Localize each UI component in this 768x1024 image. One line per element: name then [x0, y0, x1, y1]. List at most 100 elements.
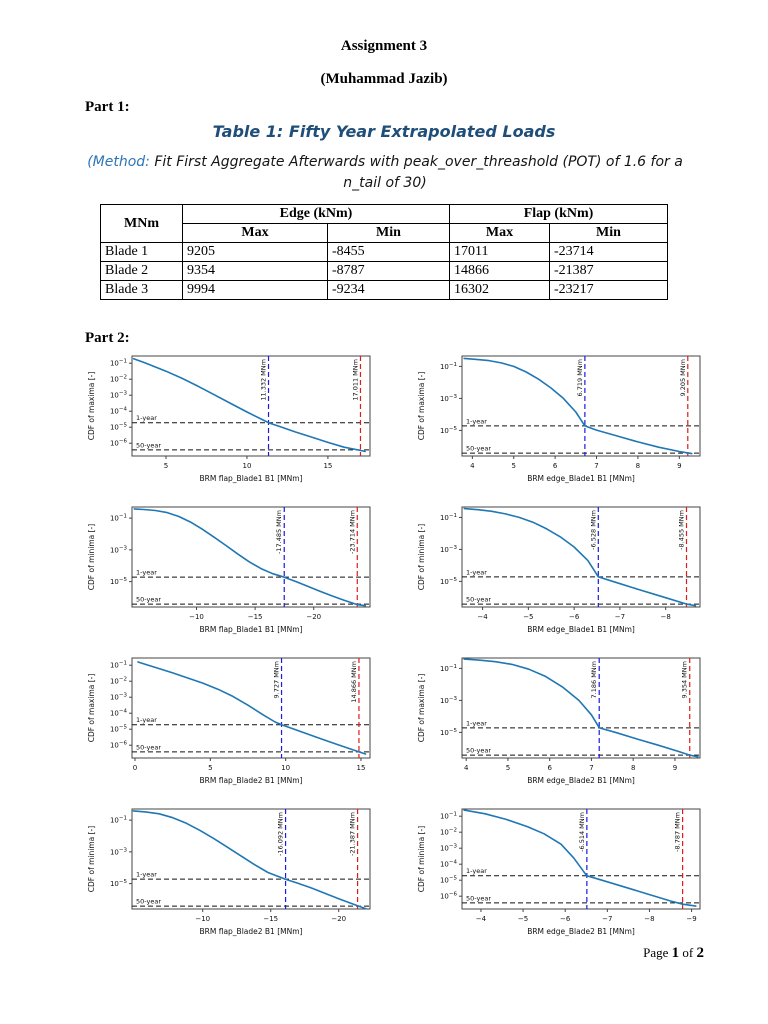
chart-flap-blade1-minima: 10−1 10−3 10−5 −10 −15 −20 BRM flap_Blade1 B1 …	[82, 499, 382, 641]
page-footer: Page 1 of 2	[639, 944, 708, 963]
table-header-row-groups: MNm Edge (kNm) Flap (kNm)	[100, 204, 668, 243]
svg-text:10−5: 10−5	[440, 577, 458, 586]
svg-text:10−5: 10−5	[440, 728, 458, 737]
svg-text:10−6: 10−6	[110, 439, 128, 448]
svg-text:10−4: 10−4	[110, 709, 128, 718]
svg-text:BRM flap_Blade2 B1 [MNm]: BRM flap_Blade2 B1 [MNm]	[200, 927, 303, 936]
chart-flap-blade2-minima: 10−1 10−3 10−5 −10 −15 −20 BRM flap_Blade2 B1 …	[82, 801, 382, 943]
svg-text:10−3: 10−3	[440, 844, 458, 853]
svg-text:BRM edge_Blade2 B1 [MNm]: BRM edge_Blade2 B1 [MNm]	[527, 776, 635, 785]
svg-text:10−5: 10−5	[440, 876, 458, 885]
table-header-row-subs: Max Min Max Min	[101, 223, 668, 243]
svg-text:10−3: 10−3	[110, 693, 128, 702]
svg-text:1-year: 1-year	[466, 417, 487, 425]
svg-text:5: 5	[506, 764, 510, 772]
svg-text:−7: −7	[602, 915, 612, 923]
svg-text:1-year: 1-year	[466, 568, 487, 576]
svg-text:10−2: 10−2	[110, 677, 127, 686]
part1-heading: Part 1:	[85, 99, 130, 115]
svg-text:10−5: 10−5	[110, 423, 128, 432]
method-note: (Method: Fit First Aggregate Afterwards …	[74, 152, 696, 194]
svg-text:1-year: 1-year	[136, 871, 157, 879]
svg-text:−20: −20	[331, 915, 346, 923]
svg-text:50-year: 50-year	[136, 441, 161, 449]
svg-text:10−3: 10−3	[440, 394, 458, 403]
table-row-blade2: Blade 2 9354 -8787 14866 -21387	[100, 261, 668, 281]
svg-text:1-year: 1-year	[136, 716, 157, 724]
svg-text:−8: −8	[661, 613, 671, 621]
chart-edge-blade1-minima: 10−1 10−3 10−5 −4 −5 −6 −7 −8 BRM edge_Blade1 B1…	[412, 499, 712, 641]
flap-min-value: -21387	[549, 261, 668, 281]
svg-text:10−3: 10−3	[440, 545, 458, 554]
svg-text:10−2: 10−2	[110, 375, 127, 384]
edge-max-header: Max	[182, 223, 328, 243]
doc-title: Assignment 3	[340, 38, 428, 54]
svg-text:-8.455 MNm: -8.455 MNm	[677, 510, 685, 550]
svg-text:10−6: 10−6	[110, 741, 128, 750]
svg-text:−15: −15	[248, 613, 263, 621]
svg-text:10−5: 10−5	[440, 426, 458, 435]
edge-min-value: -8787	[327, 261, 450, 281]
chart-flap-blade2-maxima: 10−1 10−2 10−3 10−4 10−5 10−6 0 5 10 15 BRM flap_B…	[82, 650, 382, 792]
svg-text:-8.787 MNm: -8.787 MNm	[674, 812, 682, 852]
svg-text:7.186 MNm: 7.186 MNm	[590, 661, 598, 698]
svg-text:9.205 MNm: 9.205 MNm	[679, 359, 687, 396]
svg-text:CDF of minima [-]: CDF of minima [-]	[417, 524, 426, 590]
edge-min-header: Min	[327, 223, 450, 243]
svg-text:10−1: 10−1	[440, 664, 457, 673]
svg-text:10−1: 10−1	[440, 812, 457, 821]
svg-text:10−1: 10−1	[440, 362, 457, 371]
svg-text:BRM edge_Blade1 B1 [MNm]: BRM edge_Blade1 B1 [MNm]	[527, 474, 635, 483]
svg-text:9.354 MNm: 9.354 MNm	[681, 661, 689, 698]
svg-text:−7: −7	[615, 613, 625, 621]
chart-edge-blade2-maxima: 10−1 10−3 10−5 4 5 6 7 8 9 BRM edge_Blade2 B1 [MN…	[412, 650, 712, 792]
svg-text:CDF of maxima [-]: CDF of maxima [-]	[417, 372, 426, 441]
svg-text:CDF of minima [-]: CDF of minima [-]	[87, 826, 96, 892]
svg-text:15: 15	[357, 764, 366, 772]
flap-min-value: -23714	[549, 242, 668, 262]
doc-author: (Muhammad Jazib)	[320, 71, 448, 87]
svg-text:10−4: 10−4	[110, 407, 128, 416]
flap-max-value: 17011	[449, 242, 550, 262]
svg-text:50-year: 50-year	[466, 747, 491, 755]
svg-text:7: 7	[594, 462, 598, 470]
svg-text:CDF of maxima [-]: CDF of maxima [-]	[417, 674, 426, 743]
svg-text:10−1: 10−1	[110, 661, 127, 670]
svg-text:-17.485 MNm: -17.485 MNm	[275, 510, 283, 554]
edge-group-header: Edge (kNm)	[182, 204, 450, 224]
edge-min-value: -9234	[327, 280, 450, 300]
svg-text:−4: −4	[476, 915, 487, 923]
svg-text:11.332 MNm: 11.332 MNm	[260, 359, 268, 401]
method-prefix: (Method:	[87, 154, 150, 170]
svg-text:10−1: 10−1	[110, 514, 127, 523]
flap-min-value: -23217	[549, 280, 668, 300]
svg-text:−10: −10	[189, 613, 204, 621]
footer-of-word: of	[679, 945, 697, 960]
svg-text:9.727 MNm: 9.727 MNm	[273, 661, 281, 698]
svg-text:−5: −5	[518, 915, 528, 923]
svg-text:10−3: 10−3	[110, 847, 128, 856]
svg-text:10−3: 10−3	[110, 545, 128, 554]
footer-page-word: Page	[643, 945, 672, 960]
row-label: Blade 2	[100, 261, 183, 281]
svg-text:17.011 MNm: 17.011 MNm	[351, 359, 359, 401]
svg-text:−9: −9	[686, 915, 696, 923]
svg-text:6: 6	[547, 764, 552, 772]
svg-text:0: 0	[133, 764, 137, 772]
svg-text:BRM edge_Blade2 B1 [MNm]: BRM edge_Blade2 B1 [MNm]	[527, 927, 635, 936]
svg-text:−5: −5	[523, 613, 533, 621]
chart-edge-blade1-maxima: 10−1 10−3 10−5 4 5 6 7 8 9 BRM edge_Blade1 B1 [MN…	[412, 348, 712, 490]
svg-text:−10: −10	[195, 915, 210, 923]
svg-text:CDF of minima [-]: CDF of minima [-]	[87, 524, 96, 590]
svg-text:10−1: 10−1	[440, 513, 457, 522]
svg-text:9: 9	[677, 462, 681, 470]
svg-text:1-year: 1-year	[466, 867, 487, 875]
svg-text:9: 9	[673, 764, 677, 772]
flap-group-header: Flap (kNm)	[449, 204, 668, 224]
svg-text:BRM flap_Blade2 B1 [MNm]: BRM flap_Blade2 B1 [MNm]	[200, 776, 303, 785]
row-label: Blade 1	[100, 242, 183, 262]
svg-text:10−3: 10−3	[440, 696, 458, 705]
svg-text:10−1: 10−1	[110, 359, 127, 368]
table-row-blade3: Blade 3 9994 -9234 16302 -23217	[100, 280, 668, 300]
